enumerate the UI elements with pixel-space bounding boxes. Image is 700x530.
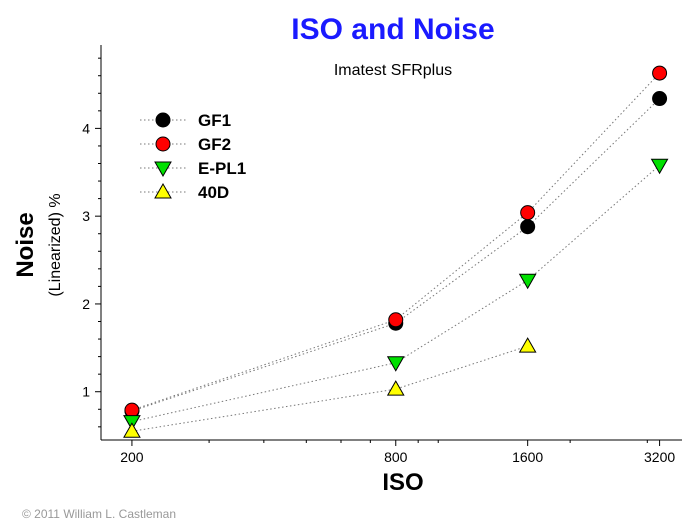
data-point-gf1 xyxy=(520,219,536,235)
data-point-40d xyxy=(518,337,537,353)
copyright-notice: © 2011 William L. Castleman xyxy=(22,507,176,521)
data-point-gf2 xyxy=(388,312,404,328)
legend-marker xyxy=(155,136,171,152)
x-tick-label: 3200 xyxy=(644,449,675,465)
series-line-40d xyxy=(131,345,528,432)
axes: 1 2 3 4 200 800 1600 3200 xyxy=(82,45,682,465)
legend-label: GF1 xyxy=(198,111,231,130)
data-point-40d xyxy=(123,422,141,438)
legend-label: E-PL1 xyxy=(198,159,246,178)
data-point-gf2 xyxy=(124,402,140,418)
legend-marker xyxy=(155,112,171,128)
data-point-gf2 xyxy=(652,65,668,81)
legend-marker xyxy=(154,182,172,199)
legend: GF1 GF2 E-PL1 40D xyxy=(140,111,246,202)
data-point-gf2 xyxy=(520,205,536,221)
y-tick-label: 3 xyxy=(82,208,90,224)
legend-marker xyxy=(154,161,172,178)
y-tick-label: 2 xyxy=(82,296,90,312)
legend-label: GF2 xyxy=(198,135,231,154)
y-axis-label: Noise xyxy=(12,212,39,277)
x-tick-label: 800 xyxy=(384,449,408,465)
series-line-gf1 xyxy=(131,98,660,412)
series-markers xyxy=(123,65,669,438)
data-point-e-pl1 xyxy=(650,158,669,175)
x-tick-label: 1600 xyxy=(512,449,543,465)
y-axis-unit: (Linearized) % xyxy=(47,193,64,296)
x-axis-label: ISO xyxy=(382,469,423,496)
data-point-gf1 xyxy=(652,91,668,107)
chart-title: ISO and Noise xyxy=(291,13,494,46)
series-lines xyxy=(131,72,660,432)
y-tick-label: 4 xyxy=(82,120,90,136)
data-point-e-pl1 xyxy=(518,273,537,290)
data-point-40d xyxy=(386,380,405,396)
series-line-gf2 xyxy=(131,72,660,411)
data-point-e-pl1 xyxy=(386,356,405,372)
chart-subtitle: Imatest SFRplus xyxy=(334,62,452,79)
series-line-e-pl1 xyxy=(131,164,660,423)
legend-label: 40D xyxy=(198,183,229,202)
x-tick-label: 200 xyxy=(120,449,144,465)
y-tick-label: 1 xyxy=(82,384,90,400)
